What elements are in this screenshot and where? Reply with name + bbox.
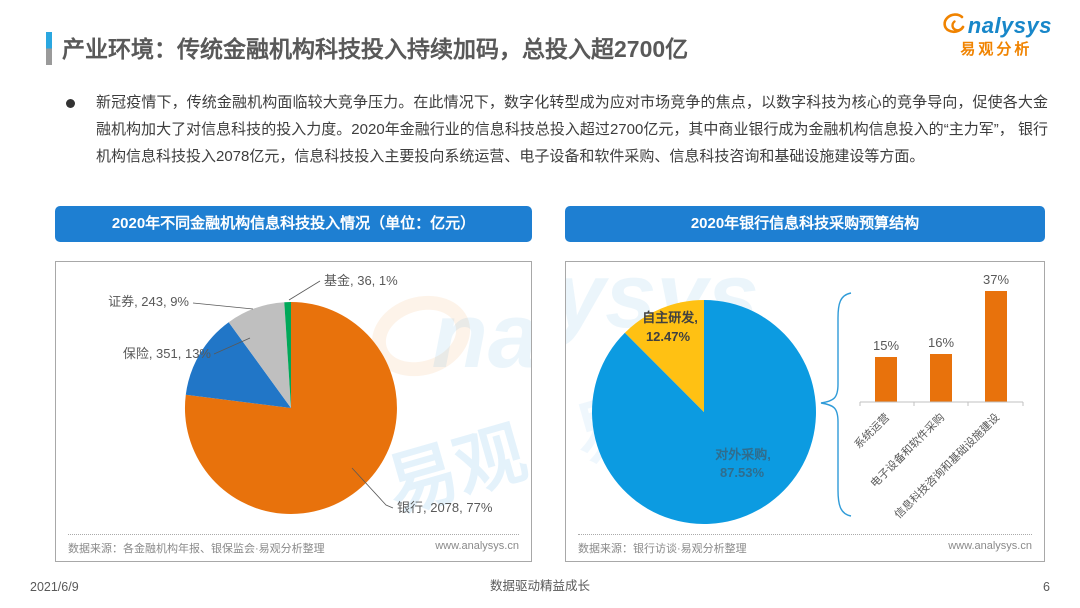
left-source-text: 数据来源：各金融机构年报、银保监会·易观分析整理 (68, 543, 325, 555)
bullet-icon (66, 99, 75, 108)
footer-page-number: 6 (1043, 580, 1050, 594)
procurement-structure-chart: 自主研发, 12.47% 对外采购, 87.53% 15% 16% 37% 系统… (591, 272, 1024, 524)
bar-system-operation (875, 357, 897, 402)
left-chart-banner: 2020年不同金融机构信息科技投入情况（单位：亿元） (55, 206, 532, 242)
right-source-text: 数据来源：银行访谈·易观分析整理 (578, 543, 747, 555)
intro-paragraph: 新冠疫情下，传统金融机构面临较大竞争压力。在此情况下，数字化转型成为应对市场竞争… (96, 94, 1048, 165)
analysys-swirl-icon (941, 12, 967, 41)
logo-brand-cn: 易观分析 (960, 40, 1033, 58)
pie-label-self-dev-name: 自主研发, (642, 310, 698, 325)
pie-slice-insurance (185, 322, 291, 408)
pie-label-bank: 银行, 2078, 77% (397, 500, 493, 515)
bar-category-1: 系统运营 (851, 410, 892, 451)
title-accent-bar (46, 32, 52, 65)
bar-consulting-infrastructure (985, 291, 1007, 402)
bar-value-2: 16% (928, 335, 954, 350)
logo-brand-text: nalysys (967, 13, 1052, 39)
pie-label-securities: 证券, 243, 9% (108, 294, 189, 309)
institution-investment-pie-chart: 基金, 36, 1% 证券, 243, 9% 保险, 351, 13% 银行, … (108, 273, 493, 515)
leader-line-fund (288, 280, 321, 301)
page-title: 产业环境：传统金融机构科技投入持续加码，总投入超2700亿 (62, 36, 689, 62)
left-chart-panel: na 易观 基金, 36, 1% 证券, 243, 9% 保险, 351, 13… (55, 261, 532, 562)
pie-label-fund: 基金, 36, 1% (324, 273, 398, 288)
footer-slogan: 数据驱动精益成长 (489, 579, 590, 593)
pie-slice-outsourcing (591, 300, 816, 524)
right-chart-panel: ysys 易观 自主研发, 12.47% 对外采购, 87.53% 15% 16… (565, 261, 1045, 562)
pie-label-outsource-name: 对外采购, (715, 447, 771, 462)
bar-value-1: 15% (873, 338, 899, 353)
leader-line-insurance (213, 337, 251, 355)
leader-line-bank (351, 467, 394, 509)
bar-category-3: 信息科技咨询和基础设施建设 (891, 410, 1002, 521)
brace-connector (820, 292, 852, 517)
pie-slice-securities (228, 302, 291, 408)
pie-slice-bank (184, 302, 397, 514)
right-chart-banner: 2020年银行信息科技采购预算结构 (565, 206, 1045, 242)
pie-slice-fund (284, 301, 291, 408)
bar-value-3: 37% (983, 272, 1009, 287)
left-website-text: www.analysys.cn (435, 540, 519, 552)
pie-label-insurance: 保险, 351, 13% (123, 346, 212, 361)
analysys-logo: nalysys 易观分析 (941, 12, 1052, 58)
right-website-text: www.analysys.cn (948, 540, 1032, 552)
footer-date: 2021/6/9 (30, 580, 79, 594)
pie-label-outsource-value: 87.53% (720, 465, 765, 480)
pie-slice-self-development (624, 300, 704, 412)
leader-line-securities (192, 302, 254, 310)
bar-equipment-software (930, 354, 952, 402)
pie-label-self-dev-value: 12.47% (646, 329, 691, 344)
